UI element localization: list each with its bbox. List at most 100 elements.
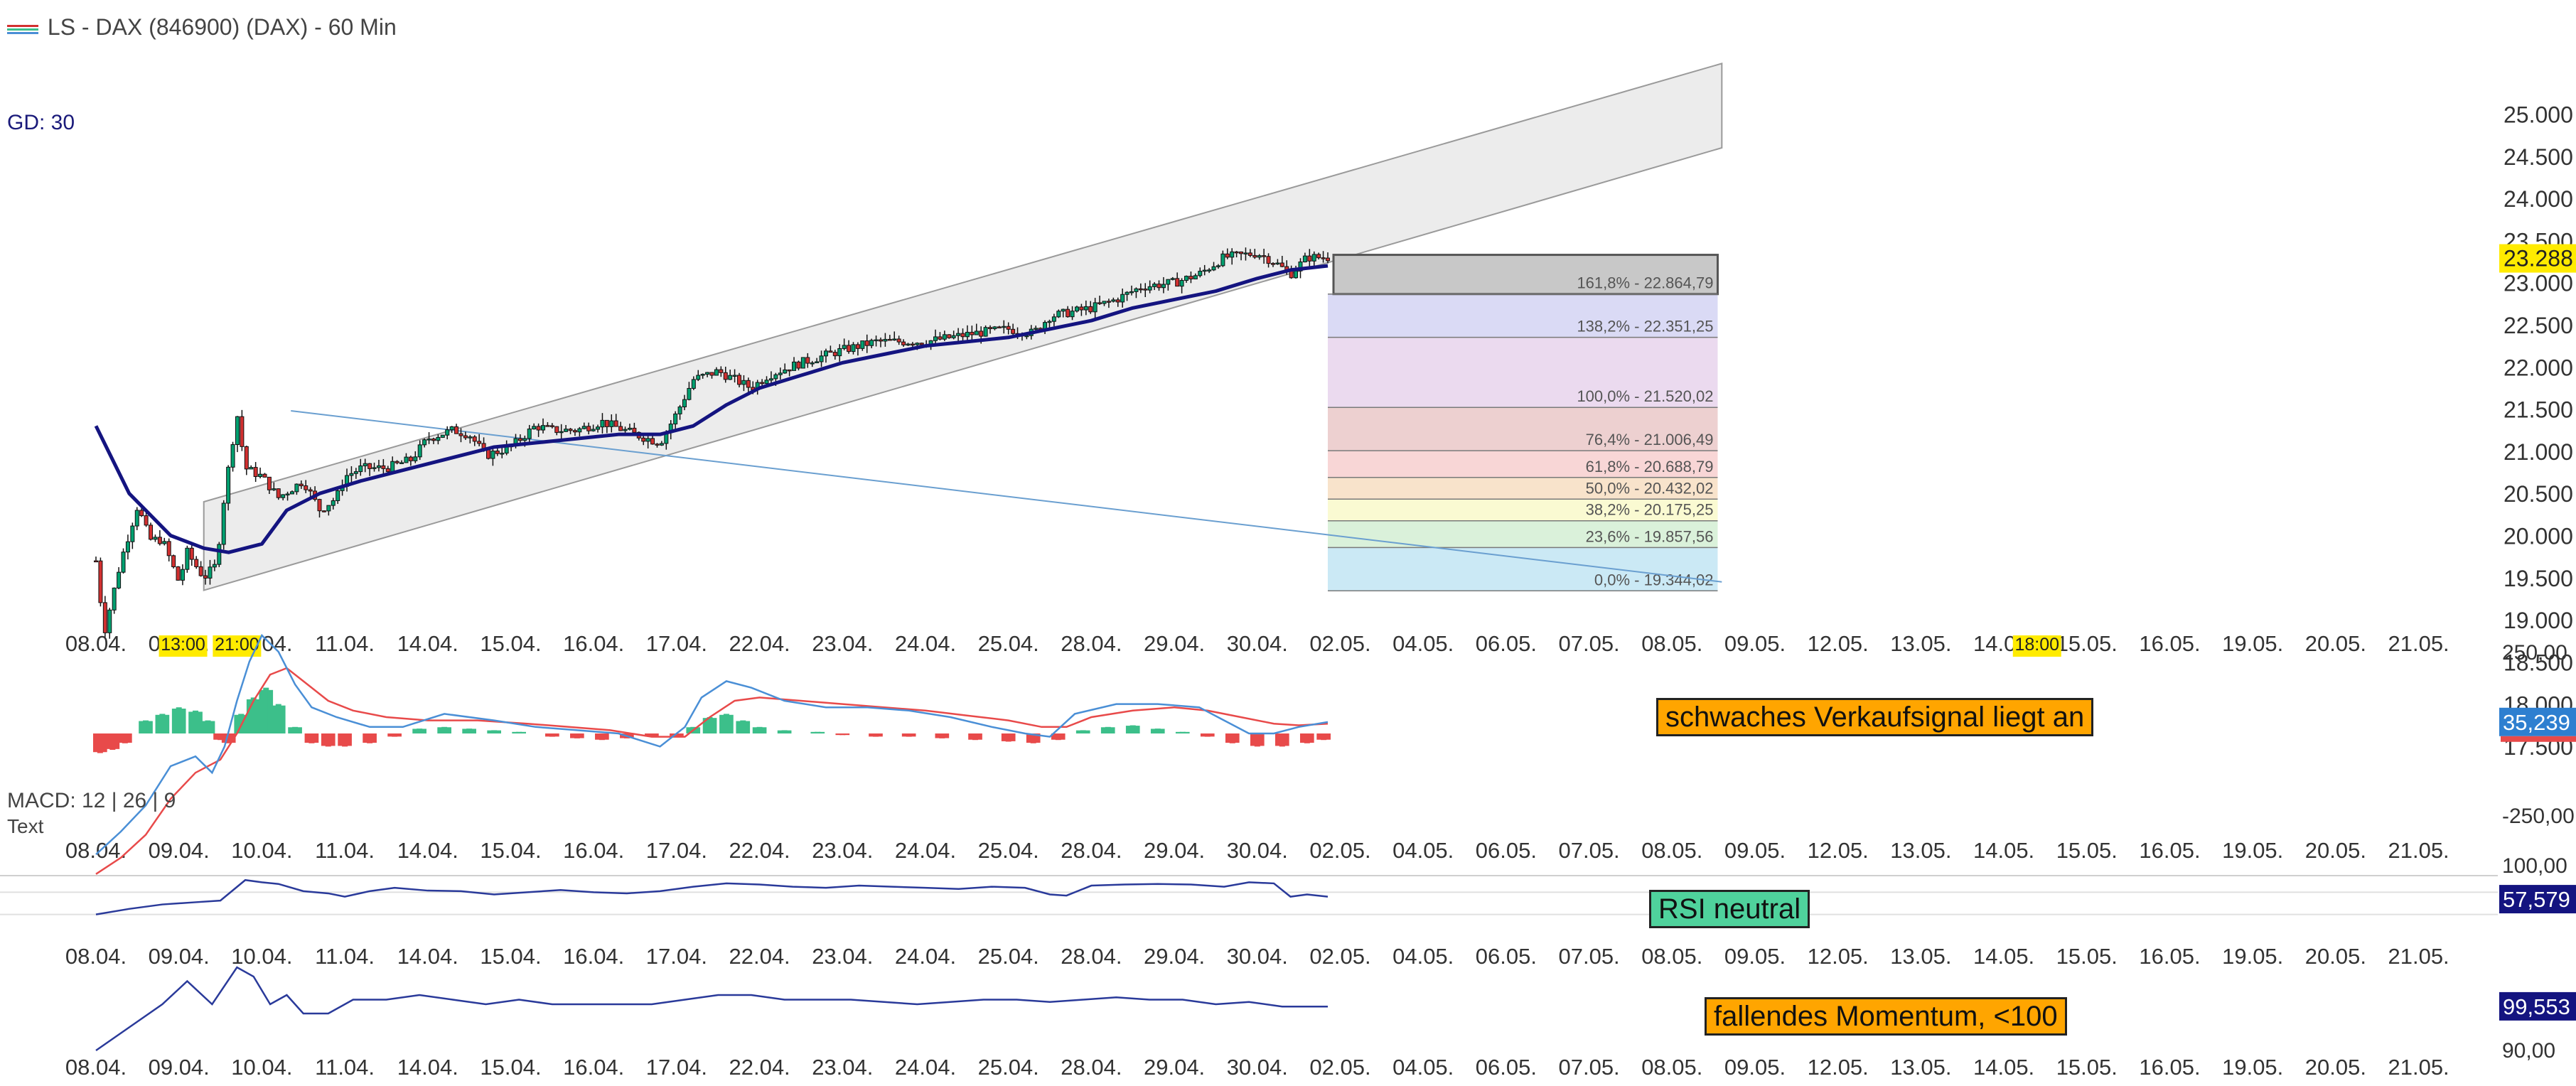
rsi-signal-note: RSI neutral [1649,890,1810,928]
macd-histogram-bar [1051,733,1057,740]
candle-body [768,378,773,381]
candle-body [422,439,427,446]
candle-body [1093,302,1098,313]
candle-body [874,339,879,342]
macd-histogram-bar [143,720,149,733]
x-tick-label: 14.04. [397,838,458,863]
candle-body [864,340,869,346]
candle-body [910,343,915,346]
x-tick-label: 24.04. [895,944,956,969]
candle-body [372,467,377,469]
macd-histogram-bar [126,733,132,743]
macd-histogram-bar [230,733,236,743]
candle-body [951,335,956,338]
candle-body [828,350,833,353]
macd-histogram-bar [686,727,692,733]
macd-histogram-bar [752,727,758,733]
macd-histogram-bar [209,721,215,733]
candle-body [235,416,240,446]
fibonacci-zone [1327,407,1718,451]
macd-histogram-bar [370,733,377,743]
candle-body [98,560,103,603]
x-tick-label: 29.04. [1144,838,1205,863]
x-tick-label: 29.04. [1144,1055,1205,1080]
candle-body [783,369,788,374]
candle-body [153,537,158,540]
x-tick-label: 16.04. [563,1055,624,1080]
macd-histogram-bar [839,733,846,736]
candle-body [564,429,569,432]
macd-histogram-bar [1009,733,1016,741]
candle-body [787,369,792,372]
macd-histogram-bar [1055,733,1061,741]
macd-histogram-bar [906,733,912,737]
macd-histogram-bar [844,733,850,736]
x-tick-label: 19.05. [2222,631,2283,656]
candle-body [796,361,801,369]
candle-body [1115,299,1120,303]
x-tick-label: 29.04. [1144,631,1205,656]
main-price-panel: 161,8% - 22.864,79 138,2% - 22.351,25 100,… [94,63,1723,639]
x-tick-label: 24.04. [895,1055,956,1080]
candle-body [149,525,154,540]
candle-body [572,430,577,433]
candle-body [1011,328,1016,334]
candle-body [426,439,431,441]
chart-header[interactable]: LS - DAX (846900) (DAX) - 60 Min [7,14,397,41]
candle-body [979,330,984,337]
price-tick-label: 20.000 [2503,524,2573,549]
macd-histogram-bar [545,733,552,737]
x-tick-label: 30.04. [1227,1055,1288,1080]
macd-histogram-bar [1233,733,1240,743]
macd-histogram-bar [1184,731,1190,733]
candle-body [691,379,696,389]
candle-body [997,326,1002,328]
candle-body [792,361,797,371]
candle-body [166,541,171,557]
macd-histogram-bar [234,714,240,733]
macd-histogram-bar [1001,733,1007,741]
candle-body [240,416,245,447]
rsi-value-badge [2499,885,2576,914]
text-label: Text [7,815,44,837]
x-tick-label: 16.04. [563,631,624,656]
candle-body [267,476,272,490]
macd-histogram-bar [1304,733,1310,743]
candle-body [417,444,422,458]
candle-body [1102,301,1107,304]
x-tick-label: 02.05. [1309,1055,1370,1080]
macd-histogram-bar [1005,733,1011,742]
x-tick-label: 08.05. [1641,944,1702,969]
macd-histogram-bar [1258,733,1265,746]
macd-line [95,633,1329,856]
fibonacci-level-label: 100,0% - 21.520,02 [1577,387,1713,405]
candle-body [536,426,541,431]
candle-body [947,334,952,338]
x-tick-label: 22.04. [729,631,790,656]
candle-body [1024,335,1029,338]
macd-histogram-bar [1204,733,1211,737]
macd-histogram-bar [254,699,261,733]
candle-body [623,429,628,431]
candle-body [1056,311,1061,318]
macd-histogram-bar [595,733,601,740]
x-tick-label: 09.05. [1724,944,1786,969]
candle-body [1252,254,1257,258]
x-tick-label: 09.04. [149,1055,210,1080]
macd-histogram-bar [653,733,659,737]
x-tick-label: 25.04. [978,1055,1039,1080]
candle-body [591,429,596,431]
candle-body [1111,299,1116,302]
x-tick-label: 19.05. [2222,838,2283,863]
macd-histogram-bar [939,733,945,738]
x-tick-label: 20.05. [2305,944,2366,969]
candle-body [532,426,537,430]
macd-histogram-bar [246,699,252,733]
momentum-value-badge [2499,991,2576,1021]
candle-body [385,468,390,473]
candle-body [696,375,701,380]
candle-body [289,491,294,495]
candle-body [1083,306,1088,311]
candle-body [1193,275,1198,280]
